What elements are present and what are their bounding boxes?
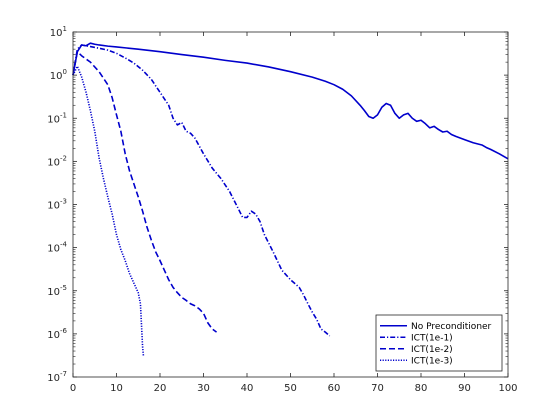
series-line-1 <box>72 42 509 160</box>
series-line-3 <box>72 50 218 333</box>
series-line-2 <box>72 44 331 337</box>
legend-box <box>375 314 503 372</box>
x-tick-label: 20 <box>154 383 167 394</box>
x-tick-label: 90 <box>458 383 471 394</box>
y-tick-label: 100 <box>50 68 67 82</box>
x-tick-label: 70 <box>371 383 384 394</box>
legend-label-2: ICT(1e-1) <box>411 333 453 343</box>
y-tick-label: 10-5 <box>47 284 67 298</box>
series-layer <box>72 42 509 357</box>
x-tick-label: 10 <box>110 383 123 394</box>
legend-label-3: ICT(1e-2) <box>411 345 453 355</box>
x-tick-label: 50 <box>284 383 297 394</box>
y-tick-label: 10-7 <box>47 370 67 384</box>
x-tick-label: 30 <box>197 383 210 394</box>
x-tick-label: 40 <box>241 383 254 394</box>
x-tick-label: 100 <box>498 383 517 394</box>
y-tick-label: 10-4 <box>47 241 67 255</box>
y-tick-label: 10-3 <box>47 198 67 212</box>
series-line-4 <box>72 65 145 357</box>
legend-label-4: ICT(1e-3) <box>411 356 453 366</box>
y-tick-label: 10-2 <box>47 154 67 168</box>
y-tick-label: 10-6 <box>47 327 67 341</box>
x-tick-label: 80 <box>415 383 428 394</box>
y-tick-label: 10-1 <box>47 111 67 125</box>
y-tick-label: 101 <box>50 25 67 39</box>
y-axis: 10-7 10-6 10-5 10-4 10-3 10-2 10-1 100 101 <box>47 25 508 384</box>
x-tick-label: 0 <box>70 383 76 394</box>
x-tick-label: 60 <box>328 383 341 394</box>
legend-label-1: No Preconditioner <box>411 322 492 332</box>
x-axis: 0 10 20 30 40 50 60 70 80 90 100 <box>70 32 518 394</box>
